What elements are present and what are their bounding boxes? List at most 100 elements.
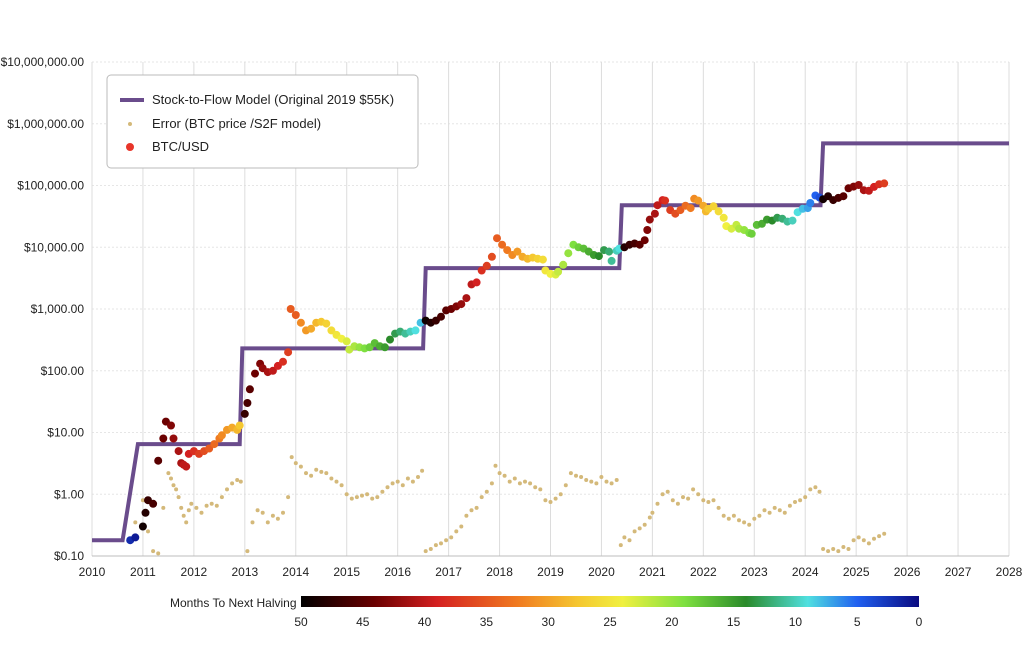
colorbar-tick-label: 5 <box>854 615 861 629</box>
error-point <box>286 495 291 500</box>
btc-point <box>538 255 547 264</box>
error-point <box>181 513 186 518</box>
colorbar-tick-label: 10 <box>789 615 803 629</box>
error-point <box>502 473 507 478</box>
error-point <box>433 543 438 548</box>
error-point <box>298 464 303 469</box>
btc-point <box>437 312 445 321</box>
error-point <box>742 520 747 525</box>
btc-point <box>477 266 486 275</box>
btc-point <box>217 431 226 440</box>
error-point <box>166 471 171 476</box>
error-point <box>281 510 285 515</box>
error-point <box>309 473 314 478</box>
error-point <box>319 469 324 474</box>
btc-point <box>243 399 252 407</box>
error-point <box>489 481 494 486</box>
error-point <box>484 489 489 494</box>
error-point <box>405 476 410 481</box>
error-point <box>609 481 614 486</box>
error-point <box>831 547 836 551</box>
btc-point <box>240 409 249 418</box>
error-point <box>752 516 757 521</box>
error-point <box>851 538 856 543</box>
error-point <box>711 498 716 503</box>
colorbar-tick-label: 0 <box>916 615 923 629</box>
colorbar-tick-label: 20 <box>665 615 679 629</box>
btc-point <box>141 508 150 517</box>
y-tick-label: $100.00 <box>41 364 85 378</box>
btc-point <box>839 192 848 201</box>
error-point <box>579 475 584 479</box>
btc-point <box>457 300 466 309</box>
y-axis-ticks: $0.10 $1.00 $10.00 $100.00 $1,000.00 $10,000.… <box>1 55 85 563</box>
error-point <box>841 545 846 549</box>
error-point <box>836 549 841 554</box>
btc-point <box>747 229 756 238</box>
error-point <box>618 543 623 548</box>
error-point <box>826 549 831 554</box>
btc-point <box>169 434 178 443</box>
error-point <box>558 492 563 497</box>
error-point <box>179 505 184 510</box>
error-point <box>199 510 204 515</box>
error-point <box>670 498 675 503</box>
x-tick-label: 2024 <box>792 565 819 579</box>
error-point <box>479 495 484 500</box>
colorbar-gradient <box>301 596 919 607</box>
x-tick-label: 2027 <box>945 565 972 579</box>
btc-point <box>386 335 394 344</box>
error-point <box>184 520 189 525</box>
colorbar-ticks: 50 45 40 35 30 25 20 15 10 5 0 <box>294 615 922 629</box>
error-point <box>548 500 553 504</box>
error-series <box>133 455 887 556</box>
error-point <box>650 510 655 515</box>
error-point <box>686 496 691 501</box>
error-point <box>354 495 359 500</box>
btc-point <box>493 234 501 243</box>
error-point <box>459 524 464 529</box>
error-point <box>329 476 334 481</box>
error-point <box>584 478 589 482</box>
error-point <box>410 479 415 484</box>
btc-point <box>694 196 703 205</box>
error-point <box>497 471 502 476</box>
colorbar-tick-label: 50 <box>294 615 308 629</box>
error-point <box>133 520 138 525</box>
y-tick-label: $1.00 <box>54 487 84 501</box>
error-point <box>808 487 813 492</box>
y-tick-label: $10,000.00 <box>24 240 84 254</box>
error-point <box>293 461 298 466</box>
error-point <box>209 501 214 506</box>
error-point <box>543 498 548 503</box>
btc-point <box>482 261 491 270</box>
x-tick-label: 2021 <box>639 565 666 579</box>
error-point <box>798 498 803 503</box>
error-point <box>706 500 711 504</box>
btc-point <box>487 252 496 261</box>
error-point <box>344 492 349 497</box>
error-point <box>260 510 265 515</box>
error-point <box>803 495 808 500</box>
error-point <box>289 455 294 460</box>
btc-point <box>559 260 568 269</box>
colorbar-tick-label: 40 <box>418 615 432 629</box>
y-tick-label: $1,000.00 <box>31 302 85 316</box>
error-point <box>660 492 665 497</box>
legend-btc-swatch <box>126 143 134 151</box>
btc-point <box>513 247 522 256</box>
error-point <box>604 479 609 484</box>
error-point <box>821 547 826 551</box>
btc-point <box>174 447 183 456</box>
btc-point <box>714 207 723 216</box>
error-point <box>464 513 469 518</box>
error-point <box>219 495 224 500</box>
btc-point <box>607 256 616 265</box>
error-point <box>523 479 527 484</box>
y-tick-label: $10.00 <box>47 426 84 440</box>
error-point <box>568 471 573 476</box>
error-point <box>439 541 443 546</box>
x-tick-label: 2013 <box>231 565 258 579</box>
btc-point <box>643 226 652 234</box>
